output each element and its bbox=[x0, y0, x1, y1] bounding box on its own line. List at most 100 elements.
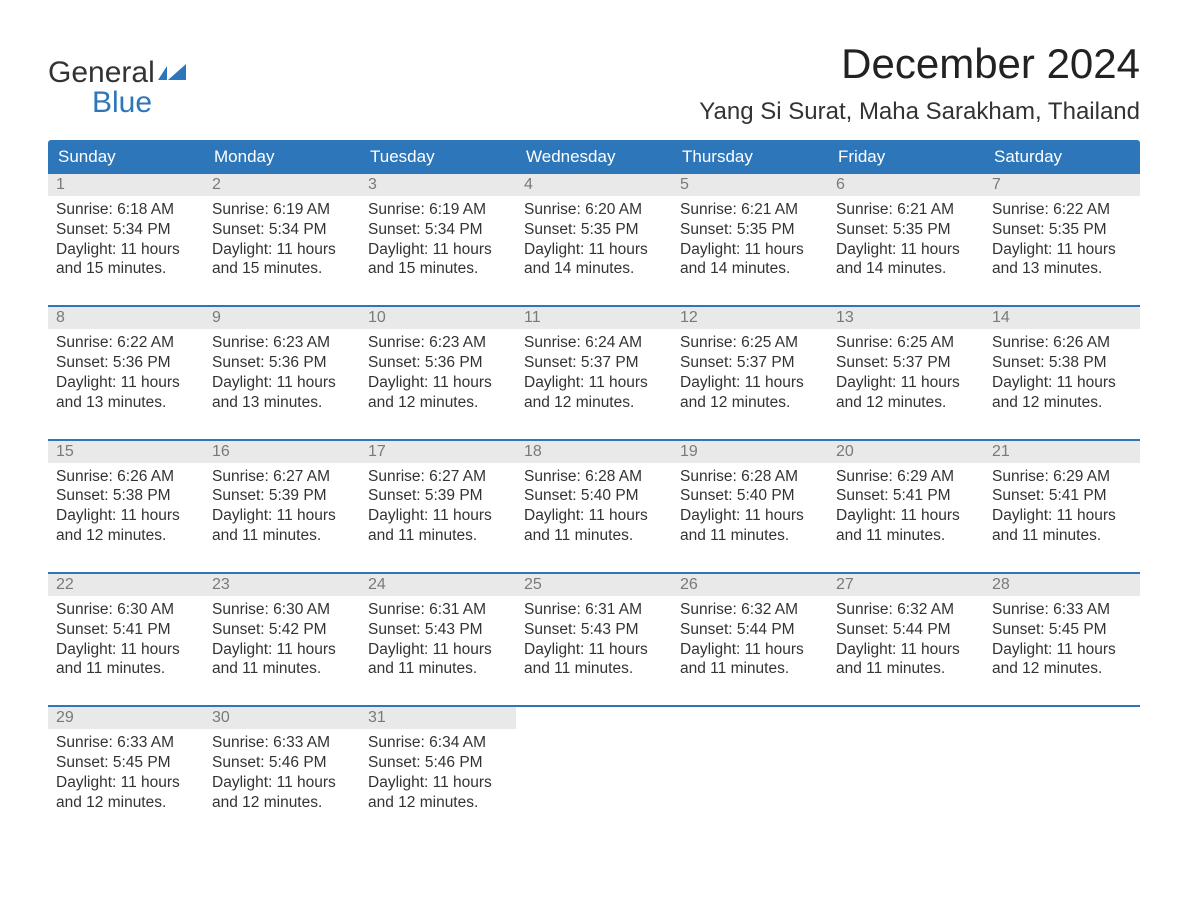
sunset-line: Sunset: 5:38 PM bbox=[56, 486, 196, 506]
week-row: 1Sunrise: 6:18 AMSunset: 5:34 PMDaylight… bbox=[48, 174, 1140, 285]
day-cell: 13Sunrise: 6:25 AMSunset: 5:37 PMDayligh… bbox=[828, 307, 984, 418]
sunset-line: Sunset: 5:39 PM bbox=[212, 486, 352, 506]
sunset-line: Sunset: 5:35 PM bbox=[992, 220, 1132, 240]
header-monday: Monday bbox=[204, 140, 360, 174]
week-row: 8Sunrise: 6:22 AMSunset: 5:36 PMDaylight… bbox=[48, 305, 1140, 418]
daylight-line: Daylight: 11 hours and 14 minutes. bbox=[680, 240, 820, 280]
day-cell: 6Sunrise: 6:21 AMSunset: 5:35 PMDaylight… bbox=[828, 174, 984, 285]
sunset-line: Sunset: 5:46 PM bbox=[368, 753, 508, 773]
day-cell: 5Sunrise: 6:21 AMSunset: 5:35 PMDaylight… bbox=[672, 174, 828, 285]
day-cell: 10Sunrise: 6:23 AMSunset: 5:36 PMDayligh… bbox=[360, 307, 516, 418]
sunrise-line: Sunrise: 6:29 AM bbox=[836, 467, 976, 487]
sunrise-line: Sunrise: 6:23 AM bbox=[212, 333, 352, 353]
day-body: Sunrise: 6:21 AMSunset: 5:35 PMDaylight:… bbox=[672, 196, 828, 285]
day-body: Sunrise: 6:19 AMSunset: 5:34 PMDaylight:… bbox=[360, 196, 516, 285]
day-body: Sunrise: 6:33 AMSunset: 5:45 PMDaylight:… bbox=[984, 596, 1140, 685]
daylight-line: Daylight: 11 hours and 11 minutes. bbox=[368, 640, 508, 680]
daylight-line: Daylight: 11 hours and 11 minutes. bbox=[680, 506, 820, 546]
sunset-line: Sunset: 5:34 PM bbox=[368, 220, 508, 240]
day-body: Sunrise: 6:27 AMSunset: 5:39 PMDaylight:… bbox=[360, 463, 516, 552]
logo-flag-icon bbox=[158, 58, 188, 88]
sunrise-line: Sunrise: 6:33 AM bbox=[992, 600, 1132, 620]
header-tuesday: Tuesday bbox=[360, 140, 516, 174]
day-number: 16 bbox=[204, 441, 360, 463]
day-number: 9 bbox=[204, 307, 360, 329]
sunset-line: Sunset: 5:36 PM bbox=[368, 353, 508, 373]
sunrise-line: Sunrise: 6:27 AM bbox=[368, 467, 508, 487]
day-cell: 31Sunrise: 6:34 AMSunset: 5:46 PMDayligh… bbox=[360, 707, 516, 818]
sunrise-line: Sunrise: 6:29 AM bbox=[992, 467, 1132, 487]
day-body: Sunrise: 6:31 AMSunset: 5:43 PMDaylight:… bbox=[516, 596, 672, 685]
daylight-line: Daylight: 11 hours and 15 minutes. bbox=[56, 240, 196, 280]
sunrise-line: Sunrise: 6:32 AM bbox=[836, 600, 976, 620]
logo-text-1: General bbox=[48, 58, 155, 88]
daylight-line: Daylight: 11 hours and 12 minutes. bbox=[212, 773, 352, 813]
sunset-line: Sunset: 5:41 PM bbox=[992, 486, 1132, 506]
day-number: 30 bbox=[204, 707, 360, 729]
sunrise-line: Sunrise: 6:30 AM bbox=[56, 600, 196, 620]
sunrise-line: Sunrise: 6:33 AM bbox=[212, 733, 352, 753]
logo-text-2: Blue bbox=[48, 88, 188, 118]
sunrise-line: Sunrise: 6:23 AM bbox=[368, 333, 508, 353]
day-cell: 9 Sunrise: 6:23 AMSunset: 5:36 PMDaylight… bbox=[204, 307, 360, 418]
day-cell: 20Sunrise: 6:29 AMSunset: 5:41 PMDayligh… bbox=[828, 441, 984, 552]
day-cell: 7Sunrise: 6:22 AMSunset: 5:35 PMDaylight… bbox=[984, 174, 1140, 285]
day-cell: 12Sunrise: 6:25 AMSunset: 5:37 PMDayligh… bbox=[672, 307, 828, 418]
sunrise-line: Sunrise: 6:22 AM bbox=[992, 200, 1132, 220]
sunrise-line: Sunrise: 6:19 AM bbox=[212, 200, 352, 220]
sunrise-line: Sunrise: 6:28 AM bbox=[680, 467, 820, 487]
sunrise-line: Sunrise: 6:32 AM bbox=[680, 600, 820, 620]
daylight-line: Daylight: 11 hours and 15 minutes. bbox=[212, 240, 352, 280]
title-block: December 2024 Yang Si Surat, Maha Sarakh… bbox=[699, 40, 1140, 126]
day-number: 17 bbox=[360, 441, 516, 463]
daylight-line: Daylight: 11 hours and 11 minutes. bbox=[680, 640, 820, 680]
sunrise-line: Sunrise: 6:25 AM bbox=[680, 333, 820, 353]
day-number: 7 bbox=[984, 174, 1140, 196]
day-body: Sunrise: 6:32 AMSunset: 5:44 PMDaylight:… bbox=[672, 596, 828, 685]
sunrise-line: Sunrise: 6:21 AM bbox=[836, 200, 976, 220]
daylight-line: Daylight: 11 hours and 12 minutes. bbox=[56, 506, 196, 546]
location-subtitle: Yang Si Surat, Maha Sarakham, Thailand bbox=[699, 98, 1140, 126]
calendar-header-row: Sunday Monday Tuesday Wednesday Thursday… bbox=[48, 140, 1140, 174]
day-body: Sunrise: 6:27 AMSunset: 5:39 PMDaylight:… bbox=[204, 463, 360, 552]
day-number: 4 bbox=[516, 174, 672, 196]
day-cell: 21Sunrise: 6:29 AMSunset: 5:41 PMDayligh… bbox=[984, 441, 1140, 552]
day-body: Sunrise: 6:28 AMSunset: 5:40 PMDaylight:… bbox=[516, 463, 672, 552]
daylight-line: Daylight: 11 hours and 13 minutes. bbox=[212, 373, 352, 413]
day-cell: 1Sunrise: 6:18 AMSunset: 5:34 PMDaylight… bbox=[48, 174, 204, 285]
daylight-line: Daylight: 11 hours and 15 minutes. bbox=[368, 240, 508, 280]
day-cell: . bbox=[672, 707, 828, 818]
sunrise-line: Sunrise: 6:24 AM bbox=[524, 333, 664, 353]
day-body: Sunrise: 6:20 AMSunset: 5:35 PMDaylight:… bbox=[516, 196, 672, 285]
day-cell: 19Sunrise: 6:28 AMSunset: 5:40 PMDayligh… bbox=[672, 441, 828, 552]
sunrise-line: Sunrise: 6:26 AM bbox=[992, 333, 1132, 353]
sunrise-line: Sunrise: 6:27 AM bbox=[212, 467, 352, 487]
daylight-line: Daylight: 11 hours and 12 minutes. bbox=[56, 773, 196, 813]
sunset-line: Sunset: 5:37 PM bbox=[836, 353, 976, 373]
day-cell: 11Sunrise: 6:24 AMSunset: 5:37 PMDayligh… bbox=[516, 307, 672, 418]
daylight-line: Daylight: 11 hours and 11 minutes. bbox=[212, 640, 352, 680]
sunrise-line: Sunrise: 6:33 AM bbox=[56, 733, 196, 753]
day-cell: 15Sunrise: 6:26 AMSunset: 5:38 PMDayligh… bbox=[48, 441, 204, 552]
daylight-line: Daylight: 11 hours and 13 minutes. bbox=[56, 373, 196, 413]
sunset-line: Sunset: 5:45 PM bbox=[56, 753, 196, 773]
daylight-line: Daylight: 11 hours and 12 minutes. bbox=[368, 773, 508, 813]
daylight-line: Daylight: 11 hours and 12 minutes. bbox=[992, 373, 1132, 413]
day-cell: 14Sunrise: 6:26 AMSunset: 5:38 PMDayligh… bbox=[984, 307, 1140, 418]
header-row: General Blue December 2024 Yang Si Surat… bbox=[48, 40, 1140, 126]
day-body: Sunrise: 6:23 AMSunset: 5:36 PMDaylight:… bbox=[360, 329, 516, 418]
header-thursday: Thursday bbox=[672, 140, 828, 174]
sunset-line: Sunset: 5:35 PM bbox=[836, 220, 976, 240]
day-body: Sunrise: 6:33 AMSunset: 5:46 PMDaylight:… bbox=[204, 729, 360, 818]
day-body: Sunrise: 6:22 AMSunset: 5:35 PMDaylight:… bbox=[984, 196, 1140, 285]
day-body: Sunrise: 6:19 AMSunset: 5:34 PMDaylight:… bbox=[204, 196, 360, 285]
week-row: 15Sunrise: 6:26 AMSunset: 5:38 PMDayligh… bbox=[48, 439, 1140, 552]
day-number: 1 bbox=[48, 174, 204, 196]
sunset-line: Sunset: 5:37 PM bbox=[680, 353, 820, 373]
day-number: 15 bbox=[48, 441, 204, 463]
daylight-line: Daylight: 11 hours and 13 minutes. bbox=[992, 240, 1132, 280]
day-number: 31 bbox=[360, 707, 516, 729]
daylight-line: Daylight: 11 hours and 11 minutes. bbox=[368, 506, 508, 546]
day-cell: 17Sunrise: 6:27 AMSunset: 5:39 PMDayligh… bbox=[360, 441, 516, 552]
sunset-line: Sunset: 5:36 PM bbox=[212, 353, 352, 373]
